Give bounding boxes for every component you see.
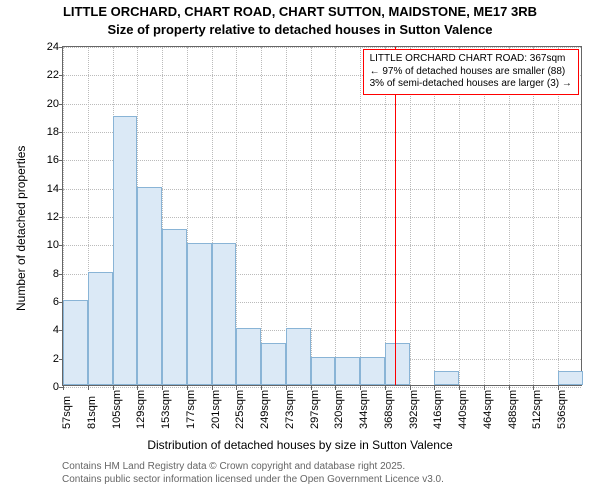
y-tick-label: 20 — [47, 98, 63, 110]
y-tick-label: 4 — [53, 324, 63, 336]
x-tick-label: 440sqm — [453, 390, 469, 429]
y-tick-label: 8 — [53, 268, 63, 280]
chart-title-line1: LITTLE ORCHARD, CHART ROAD, CHART SUTTON… — [0, 4, 600, 20]
histogram-bar — [236, 328, 261, 385]
y-tick-label: 6 — [53, 296, 63, 308]
grid-line-vertical — [558, 47, 559, 385]
attribution-line2: Contains public sector information licen… — [62, 473, 444, 486]
grid-line-vertical — [484, 47, 485, 385]
annotation-box: LITTLE ORCHARD CHART ROAD: 367sqm← 97% o… — [363, 49, 579, 95]
x-tick-label: 488sqm — [503, 390, 519, 429]
histogram-bar — [286, 328, 311, 385]
histogram-bar — [434, 371, 459, 385]
histogram-bar — [385, 343, 410, 386]
chart-container: LITTLE ORCHARD, CHART ROAD, CHART SUTTON… — [0, 0, 600, 500]
y-tick-label: 12 — [47, 211, 63, 223]
histogram-bar — [113, 116, 138, 385]
y-tick-label: 16 — [47, 154, 63, 166]
histogram-bar — [137, 187, 162, 385]
x-tick-label: 297sqm — [305, 390, 321, 429]
x-tick-label: 225sqm — [230, 390, 246, 429]
histogram-bar — [558, 371, 583, 385]
histogram-bar — [311, 357, 336, 385]
grid-line-vertical — [459, 47, 460, 385]
grid-line-horizontal — [63, 47, 581, 48]
histogram-bar — [187, 243, 212, 385]
grid-line-horizontal — [63, 132, 581, 133]
y-tick-label: 18 — [47, 126, 63, 138]
histogram-bar — [88, 272, 113, 385]
x-tick-label: 105sqm — [107, 390, 123, 429]
x-tick-label: 81sqm — [82, 396, 98, 429]
y-tick-label: 10 — [47, 239, 63, 251]
x-tick-label: 392sqm — [404, 390, 420, 429]
histogram-bar — [212, 243, 237, 385]
grid-line-vertical — [410, 47, 411, 385]
histogram-bar — [360, 357, 385, 385]
chart-title-line2: Size of property relative to detached ho… — [0, 22, 600, 38]
x-tick-label: 464sqm — [478, 390, 494, 429]
grid-line-horizontal — [63, 387, 581, 388]
histogram-bar — [63, 300, 88, 385]
x-tick-label: 201sqm — [206, 390, 222, 429]
y-tick-label: 14 — [47, 183, 63, 195]
grid-line-vertical — [434, 47, 435, 385]
histogram-bar — [261, 343, 286, 386]
annotation-line: ← 97% of detached houses are smaller (88… — [370, 66, 572, 79]
x-tick-label: 153sqm — [156, 390, 172, 429]
y-tick-label: 2 — [53, 353, 63, 365]
x-axis-label: Distribution of detached houses by size … — [0, 438, 600, 452]
y-axis-label: Number of detached properties — [14, 146, 28, 311]
grid-line-vertical — [533, 47, 534, 385]
histogram-bar — [335, 357, 360, 385]
y-tick-label: 22 — [47, 69, 63, 81]
x-tick-label: 177sqm — [181, 390, 197, 429]
marker-line — [395, 47, 396, 385]
x-tick-label: 320sqm — [329, 390, 345, 429]
y-tick-label: 24 — [47, 41, 63, 53]
attribution-line1: Contains HM Land Registry data © Crown c… — [62, 460, 444, 473]
histogram-bar — [162, 229, 187, 385]
x-tick-label: 512sqm — [527, 390, 543, 429]
grid-line-vertical — [385, 47, 386, 385]
x-tick-label: 129sqm — [131, 390, 147, 429]
grid-line-horizontal — [63, 160, 581, 161]
grid-line-vertical — [335, 47, 336, 385]
x-tick-mark — [63, 386, 64, 390]
y-tick-label: 0 — [53, 381, 63, 393]
grid-line-horizontal — [63, 104, 581, 105]
x-tick-label: 57sqm — [57, 396, 73, 429]
grid-line-vertical — [311, 47, 312, 385]
x-tick-mark — [88, 386, 89, 390]
x-tick-label: 249sqm — [255, 390, 271, 429]
x-tick-label: 536sqm — [552, 390, 568, 429]
x-tick-label: 368sqm — [379, 390, 395, 429]
x-tick-label: 416sqm — [428, 390, 444, 429]
x-tick-label: 344sqm — [354, 390, 370, 429]
plot-area: 02468101214161820222457sqm81sqm105sqm129… — [62, 46, 582, 386]
grid-line-vertical — [509, 47, 510, 385]
grid-line-vertical — [360, 47, 361, 385]
grid-line-vertical — [261, 47, 262, 385]
annotation-line: LITTLE ORCHARD CHART ROAD: 367sqm — [370, 53, 572, 66]
annotation-line: 3% of semi-detached houses are larger (3… — [370, 78, 572, 91]
attribution: Contains HM Land Registry data © Crown c… — [62, 460, 444, 486]
x-tick-label: 273sqm — [280, 390, 296, 429]
